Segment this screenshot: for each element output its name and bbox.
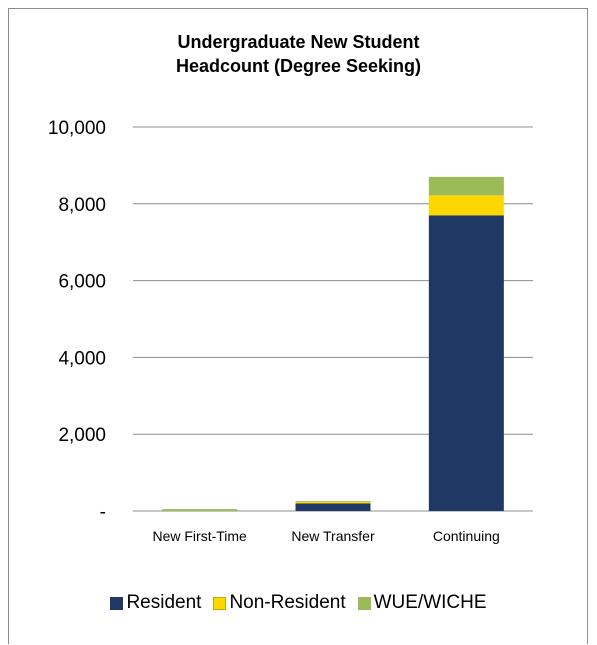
x-tick-label-2: Continuing (433, 528, 500, 544)
y-tick-label-6000: 6,000 (58, 272, 106, 293)
x-tick-label-1: New Transfer (291, 528, 375, 544)
legend-swatch-wue-wiche (357, 596, 371, 610)
legend-item-resident: Resident (110, 592, 201, 614)
legend-label-non-resident: Non-Resident (229, 592, 346, 613)
legend-swatch-non-resident (213, 596, 227, 610)
chart-title-line-2: Headcount (Degree Seeking) (175, 56, 422, 76)
y-tick-label-0: - (100, 502, 106, 523)
legend-label-wue-wiche: WUE/WICHE (373, 592, 487, 613)
bar-continuing-non-resident (428, 195, 504, 216)
legend-swatch-resident (110, 596, 124, 610)
legend-item-non-resident: Non-Resident (213, 592, 346, 614)
chart-legend: Resident Non-Resident WUE/WICHE (0, 592, 597, 614)
bar-continuing-resident (428, 215, 504, 511)
bar-new-first-time-wue-wiche (162, 509, 238, 511)
bar-new-transfer-wue-wiche (295, 501, 371, 502)
legend-label-resident: Resident (126, 592, 202, 613)
bar-new-transfer-non-resident (295, 501, 371, 504)
y-tick-label-10000: 10,000 (48, 118, 106, 139)
legend-item-wue-wiche: WUE/WICHE (357, 592, 487, 614)
bar-continuing-wue-wiche (428, 176, 504, 196)
y-tick-label-8000: 8,000 (58, 195, 106, 216)
bar-new-transfer-resident (295, 503, 371, 511)
x-tick-label-0: New First-Time (152, 528, 247, 544)
y-tick-label-4000: 4,000 (58, 348, 106, 369)
y-tick-label-2000: 2,000 (58, 425, 106, 446)
chart-title-line-1: Undergraduate New Student (177, 32, 420, 52)
chart-title: Undergraduate New Student Headcount (Deg… (0, 30, 597, 78)
